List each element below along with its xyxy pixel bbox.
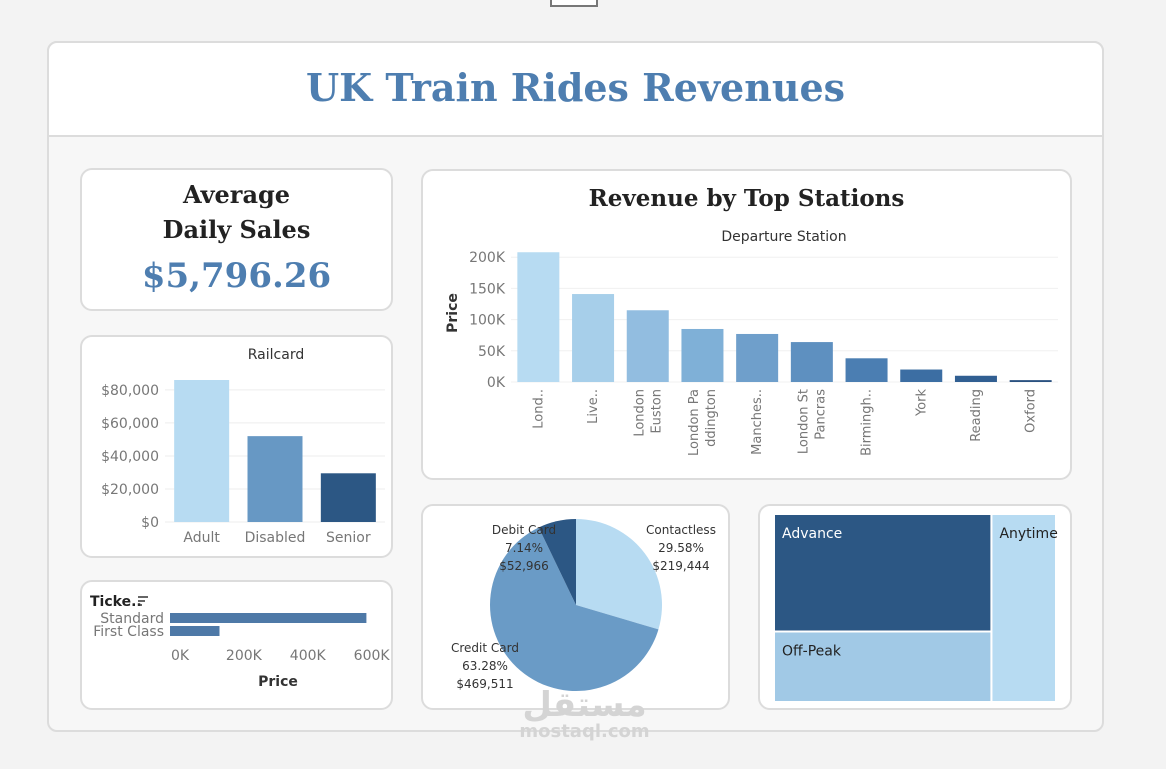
railcard-xtick: Adult	[183, 530, 220, 546]
pie-label-name: Contactless	[646, 523, 716, 537]
ticket-class-bar	[170, 613, 367, 623]
railcard-bar	[174, 380, 230, 522]
stations-xtick: York	[914, 389, 929, 418]
ticket-class-xtick: 0K	[171, 648, 190, 664]
stations-card: Revenue by Top Stations Departure Statio…	[421, 169, 1072, 480]
stations-bar	[1009, 380, 1052, 382]
stations-xtick: Lond..	[531, 389, 546, 429]
kpi-title-line2: Daily Sales	[162, 215, 311, 244]
ticket-class-title: Ticke..	[90, 594, 142, 610]
pie-label-percent: 7.14%	[505, 541, 543, 555]
pie-label-amount: $469,511	[456, 677, 513, 691]
treemap-label: Advance	[782, 526, 842, 542]
stations-xtick: Pancras	[813, 389, 828, 440]
pie-label-name: Debit Card	[492, 523, 556, 537]
pie-label-percent: 29.58%	[658, 541, 704, 555]
watermark-latin: mostaql.com	[519, 721, 650, 742]
railcard-ytick: $80,000	[101, 383, 159, 399]
kpi-value: $5,796.26	[141, 256, 332, 296]
ticket-class-card: Ticke.. Standard First Class 0K 200K 400K 600K…	[80, 580, 393, 710]
ticket-type-treemap: Advance Off-Peak Anytime	[773, 513, 1058, 703]
treemap-label: Off-Peak	[782, 644, 842, 660]
railcard-bar	[320, 473, 376, 522]
dashboard-title: UK Train Rides Revenues	[305, 65, 846, 110]
stations-chart: Departure Station Price 0K 50K 100K 150K 200K L…	[445, 229, 1058, 456]
ticket-class-bar	[170, 626, 220, 636]
pie-label-name: Credit Card	[451, 641, 519, 655]
stations-ytick: 50K	[478, 344, 506, 360]
stations-bar	[517, 252, 560, 382]
railcard-ytick: $40,000	[101, 449, 159, 465]
stations-xtick: London Pa	[687, 389, 702, 456]
stations-xtick: Live..	[586, 389, 601, 424]
railcard-title: Railcard	[248, 347, 304, 363]
stations-ytick: 0K	[487, 375, 506, 391]
stations-xtick: London St	[796, 389, 811, 454]
stations-ylabel: Price	[445, 293, 461, 333]
railcard-xtick: Disabled	[245, 530, 306, 546]
ticket-class-xtick: 200K	[226, 648, 263, 664]
ticket-class-xtick: 400K	[290, 648, 327, 664]
stations-ytick: 200K	[469, 250, 506, 266]
treemap-label: Anytime	[999, 526, 1057, 542]
watermark-arabic: مستقل	[522, 685, 647, 725]
pie-slice	[576, 519, 662, 630]
stations-xtick: Euston	[649, 389, 664, 434]
railcard-xtick: Senior	[326, 530, 371, 546]
stations-bar	[736, 333, 779, 382]
railcard-ytick: $20,000	[101, 482, 159, 498]
kpi-title-line1: Average	[182, 180, 291, 209]
pie-slice	[538, 519, 576, 605]
pie-label-amount: $52,966	[499, 559, 549, 573]
ticket-class-category: First Class	[93, 624, 164, 640]
stations-xtick: Oxford	[1024, 389, 1039, 433]
ticket-class-xtick: 600K	[354, 648, 391, 664]
ticket-class-category: Standard	[100, 611, 164, 627]
kpi-card: Average Daily Sales $5,796.26	[80, 168, 393, 311]
payment-card: Contactless 29.58% $219,444 Credit Card 63.2…	[421, 504, 730, 710]
top-handle	[550, 0, 598, 7]
treemap-cell	[990, 513, 1057, 703]
treemap-cell	[773, 630, 993, 703]
dashboard-header: UK Train Rides Revenues	[47, 41, 1104, 137]
stations-bar	[681, 328, 724, 382]
stations-ytick: 150K	[469, 281, 506, 297]
payment-pie-chart: Contactless 29.58% $219,444 Credit Card 63.2…	[451, 519, 716, 691]
stations-bar	[790, 342, 833, 382]
stations-bar	[954, 375, 997, 382]
stations-xtick: London	[632, 389, 647, 437]
railcard-bar	[247, 436, 303, 522]
pie-label-percent: 63.28%	[462, 659, 508, 673]
watermark: مستقل mostaql.com	[512, 688, 657, 742]
stations-xtick: Birmingh..	[860, 389, 875, 456]
stations-bar	[572, 294, 615, 382]
stations-xtick: ddington	[704, 389, 719, 447]
stations-bar	[900, 369, 943, 382]
railcard-ytick: $0	[141, 515, 159, 531]
stations-bar	[845, 358, 888, 382]
pie-label-amount: $219,444	[652, 559, 709, 573]
sort-icon[interactable]	[138, 596, 148, 606]
railcard-chart: Railcard $0 $20,000 $40,000 $60,000 $80,000 Ad…	[101, 347, 385, 546]
stations-subtitle: Departure Station	[721, 229, 846, 245]
pie-slice	[490, 527, 659, 691]
stations-bar	[626, 310, 669, 382]
railcard-card: Railcard $0 $20,000 $40,000 $60,000 $80,000 Ad…	[80, 335, 393, 558]
railcard-ytick: $60,000	[101, 416, 159, 432]
stations-title: Revenue by Top Stations	[588, 185, 905, 212]
ticket-type-card: Advance Off-Peak Anytime	[758, 504, 1072, 710]
stations-xtick: Manches..	[750, 389, 765, 455]
stations-xtick: Reading	[969, 389, 984, 442]
stations-ytick: 100K	[469, 313, 506, 329]
ticket-class-xlabel: Price	[258, 674, 298, 690]
